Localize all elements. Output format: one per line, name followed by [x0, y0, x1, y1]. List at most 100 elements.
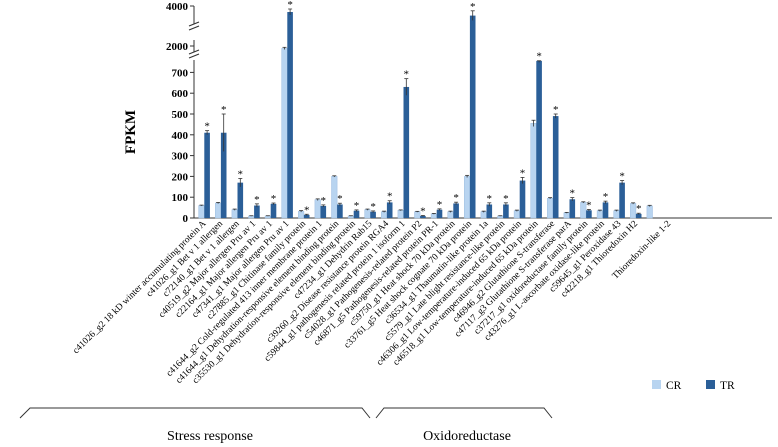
bar-cr	[198, 205, 205, 219]
significance-marker: *	[470, 1, 476, 13]
bar-tr	[436, 209, 443, 218]
bar-tr	[303, 214, 310, 218]
significance-marker: *	[570, 188, 576, 200]
bar-tr	[370, 211, 376, 218]
bars: * * * * * * * * * * * * * * * * * * * * * * * * * * *	[198, 0, 653, 219]
y-tick-label: 600	[172, 88, 189, 100]
significance-marker: *	[553, 104, 559, 116]
significance-marker: *	[520, 167, 526, 179]
bar-tr	[237, 182, 244, 218]
group-bracket	[375, 407, 553, 419]
bar-cr	[464, 176, 471, 219]
bar-cr	[248, 215, 255, 219]
y-axis-label: FPKM	[123, 110, 139, 154]
bar-tr	[337, 204, 343, 218]
y-tick-label: 100	[172, 192, 189, 204]
group-bracket	[19, 407, 371, 419]
bar-tr	[453, 203, 459, 218]
bar-cr	[563, 212, 570, 219]
axis-break-mark	[188, 49, 200, 55]
bar-cr	[447, 211, 454, 219]
bar-tr	[403, 86, 410, 219]
bar-tr	[503, 204, 509, 218]
bar-cr	[613, 210, 620, 219]
group-label: Stress response	[167, 429, 253, 444]
significance-marker: *	[619, 171, 625, 183]
bar-cr	[547, 197, 554, 219]
significance-marker: *	[487, 193, 493, 205]
bar-cr	[596, 210, 603, 219]
bar-cr	[530, 123, 537, 219]
bar-cr	[646, 205, 653, 219]
significance-marker: *	[536, 51, 542, 63]
significance-marker: *	[321, 195, 327, 207]
significance-marker: *	[503, 193, 509, 205]
bar-tr	[204, 132, 210, 218]
bar-cr	[430, 213, 437, 219]
significance-marker: *	[337, 193, 343, 205]
bar-tr	[254, 205, 260, 218]
bar-tr	[287, 12, 293, 218]
bar-tr	[353, 210, 360, 218]
legend-label-cr: CR	[666, 380, 682, 392]
bar-tr	[519, 180, 526, 218]
significance-marker: *	[453, 192, 459, 204]
significance-marker: *	[420, 206, 426, 218]
axis-break-mark	[188, 21, 200, 27]
y-tick-label: 500	[172, 109, 189, 121]
significance-marker: *	[387, 191, 393, 203]
bar-tr	[536, 60, 542, 218]
significance-marker: *	[238, 168, 244, 180]
significance-marker: *	[254, 194, 260, 206]
group-label: Oxidoreductase	[423, 429, 511, 444]
axis-break-mark	[188, 53, 200, 59]
group-brackets: Stress response Oxidoreductase	[19, 407, 553, 444]
bar-tr	[635, 213, 642, 218]
significance-marker: *	[287, 0, 293, 11]
significance-marker: *	[221, 104, 227, 116]
y-tick-label: 700	[172, 67, 189, 79]
significance-marker: *	[204, 121, 210, 133]
bar-tr	[420, 215, 426, 218]
significance-marker: *	[370, 201, 376, 213]
y-tick-label: 200	[172, 171, 189, 183]
axis-break-mark	[188, 25, 200, 31]
legend-label-tr: TR	[720, 380, 735, 392]
bar-tr	[469, 15, 476, 218]
bar-tr	[602, 202, 609, 218]
significance-marker: *	[586, 199, 592, 211]
bar-tr	[386, 202, 393, 218]
legend: CR TR	[652, 380, 735, 392]
bar-tr	[220, 132, 227, 218]
bar-cr	[264, 215, 271, 219]
bar-cr	[397, 210, 404, 219]
bar-cr	[231, 209, 238, 219]
y-tick-label: 400	[172, 130, 189, 142]
significance-marker: *	[271, 193, 277, 205]
y-tick-label: 300	[172, 151, 189, 163]
category-labels: c41026_g2 18 kD winter accumulating prot…	[71, 218, 673, 386]
bar-tr	[320, 205, 327, 218]
significance-marker: *	[603, 191, 609, 203]
bar-cr	[215, 202, 222, 219]
bar-tr	[270, 203, 277, 218]
y-tick-label: 0	[183, 213, 189, 225]
bar-cr	[281, 48, 288, 219]
bar-cr	[513, 210, 520, 219]
significance-marker: *	[404, 69, 410, 81]
legend-swatch-cr	[652, 380, 661, 389]
significance-marker: *	[437, 199, 443, 211]
bar-tr	[486, 204, 493, 218]
legend-swatch-tr	[706, 380, 715, 389]
bar-tr	[552, 116, 559, 218]
bar-tr	[569, 199, 576, 218]
y-tick-label: 4000	[166, 1, 189, 13]
y-tick-label: 2000	[166, 41, 189, 53]
significance-marker: *	[304, 204, 310, 216]
bar-tr	[619, 182, 625, 218]
significance-marker: *	[636, 203, 642, 215]
bar-cr	[347, 215, 354, 219]
significance-marker: *	[354, 200, 360, 212]
axes: 0 100 200 300 400 500 600 700 2000 4000	[166, 1, 772, 225]
